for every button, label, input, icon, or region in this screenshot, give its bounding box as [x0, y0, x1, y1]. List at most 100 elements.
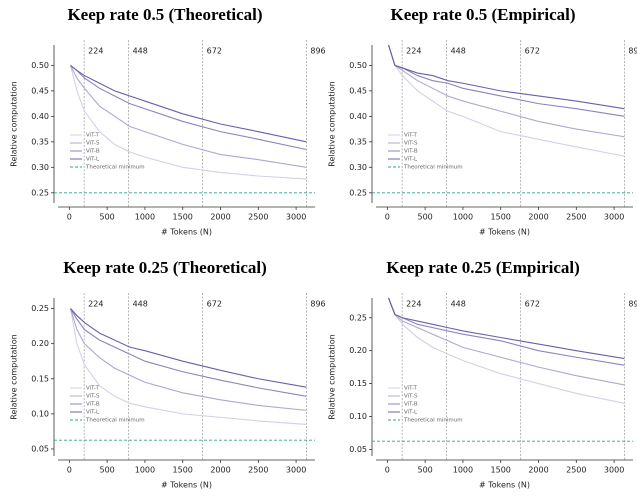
series-line: [70, 64, 307, 143]
resolution-label: 672: [525, 47, 540, 56]
x-tick-label: 3000: [286, 466, 306, 475]
legend-label: ViT-S: [86, 394, 100, 400]
x-tick-label: 2000: [528, 213, 548, 222]
y-tick-label: 0.50: [31, 61, 49, 70]
y-tick-label: 0.30: [349, 163, 367, 172]
series-line: [388, 44, 625, 117]
legend-label: Theoretical minimum: [403, 418, 463, 424]
x-tick-label: 3000: [286, 213, 306, 222]
y-tick-label: 0.05: [31, 444, 49, 453]
x-tick-label: 500: [99, 466, 114, 475]
y-tick-label: 0.10: [31, 409, 49, 418]
legend-label: Theoretical minimum: [85, 418, 145, 424]
resolution-label: 224: [88, 47, 103, 56]
legend-label: Theoretical minimum: [85, 165, 145, 171]
chart-title: Keep rate 0.5 (Empirical): [390, 5, 575, 24]
legend-label: ViT-T: [86, 386, 100, 392]
y-tick-label: 0.50: [349, 61, 367, 70]
x-tick-label: 2500: [566, 213, 586, 222]
x-tick-label: 1500: [491, 213, 511, 222]
x-tick-label: 1500: [491, 466, 511, 475]
x-tick-label: 1000: [453, 466, 473, 475]
x-tick-label: 0: [385, 466, 390, 475]
legend-label: ViT-B: [404, 402, 418, 408]
y-tick-label: 0.40: [31, 112, 49, 121]
y-tick-label: 0.15: [31, 374, 49, 383]
y-tick-label: 0.25: [349, 188, 367, 197]
y-tick-label: 0.10: [349, 412, 367, 421]
chart-title: Keep rate 0.25 (Theoretical): [63, 258, 267, 277]
resolution-label: 896: [310, 300, 325, 309]
x-axis-label: # Tokens (N): [161, 228, 212, 237]
legend-label: ViT-T: [86, 133, 100, 139]
y-tick-label: 0.15: [349, 379, 367, 388]
y-axis-label: Relative computation: [10, 81, 19, 166]
y-tick-label: 0.25: [31, 304, 49, 313]
chart-title: Keep rate 0.5 (Theoretical): [67, 5, 262, 24]
x-axis-label: # Tokens (N): [161, 481, 212, 490]
x-tick-label: 3000: [604, 213, 624, 222]
y-tick-label: 0.20: [31, 339, 49, 348]
resolution-label: 672: [207, 300, 222, 309]
legend-label: ViT-T: [404, 386, 418, 392]
y-tick-label: 0.45: [31, 86, 49, 95]
resolution-label: 896: [628, 47, 637, 56]
legend-label: ViT-L: [404, 410, 418, 416]
x-tick-label: 1000: [135, 213, 155, 222]
y-axis-label: Relative computation: [328, 81, 337, 166]
resolution-label: 896: [628, 300, 637, 309]
legend-label: ViT-S: [404, 394, 418, 400]
x-tick-label: 1500: [173, 213, 193, 222]
y-tick-label: 0.25: [31, 188, 49, 197]
legend-label: ViT-L: [86, 410, 100, 416]
x-tick-label: 0: [385, 213, 390, 222]
chart-title: Keep rate 0.25 (Empirical): [386, 258, 580, 277]
resolution-label: 448: [451, 47, 466, 56]
x-tick-label: 1500: [173, 466, 193, 475]
series-line: [388, 44, 625, 138]
series-line: [70, 308, 307, 411]
legend-label: ViT-L: [86, 157, 100, 163]
series-line: [70, 65, 307, 168]
series-line: [388, 44, 625, 157]
y-tick-label: 0.40: [349, 112, 367, 121]
series-line: [388, 297, 625, 404]
y-tick-label: 0.05: [349, 445, 367, 454]
legend-label: Theoretical minimum: [403, 165, 463, 171]
x-axis-label: # Tokens (N): [479, 228, 530, 237]
x-tick-label: 500: [417, 466, 432, 475]
y-tick-label: 0.25: [349, 313, 367, 322]
resolution-label: 224: [406, 300, 421, 309]
legend-label: ViT-S: [404, 141, 418, 147]
x-tick-label: 0: [67, 213, 72, 222]
series-line: [388, 44, 625, 110]
y-tick-label: 0.35: [31, 137, 49, 146]
x-tick-label: 2000: [210, 213, 230, 222]
resolution-label: 224: [88, 300, 103, 309]
x-tick-label: 2500: [248, 213, 268, 222]
x-tick-label: 1000: [453, 213, 473, 222]
resolution-label: 672: [207, 47, 222, 56]
series-line: [70, 64, 307, 151]
x-tick-label: 2500: [566, 466, 586, 475]
legend-label: ViT-T: [404, 133, 418, 139]
resolution-label: 224: [406, 47, 421, 56]
legend-label: ViT-S: [86, 141, 100, 147]
series-line: [388, 297, 625, 386]
legend-label: ViT-B: [86, 149, 100, 155]
x-tick-label: 3000: [604, 466, 624, 475]
legend-label: ViT-B: [86, 402, 100, 408]
series-line: [70, 308, 307, 397]
x-tick-label: 2000: [528, 466, 548, 475]
x-axis-label: # Tokens (N): [479, 481, 530, 490]
series-line: [388, 297, 625, 366]
x-tick-label: 2000: [210, 466, 230, 475]
resolution-label: 448: [133, 47, 148, 56]
y-tick-label: 0.20: [349, 346, 367, 355]
resolution-label: 448: [451, 300, 466, 309]
series-line: [70, 308, 307, 388]
y-tick-label: 0.35: [349, 137, 367, 146]
resolution-label: 672: [525, 300, 540, 309]
x-tick-label: 500: [99, 213, 114, 222]
